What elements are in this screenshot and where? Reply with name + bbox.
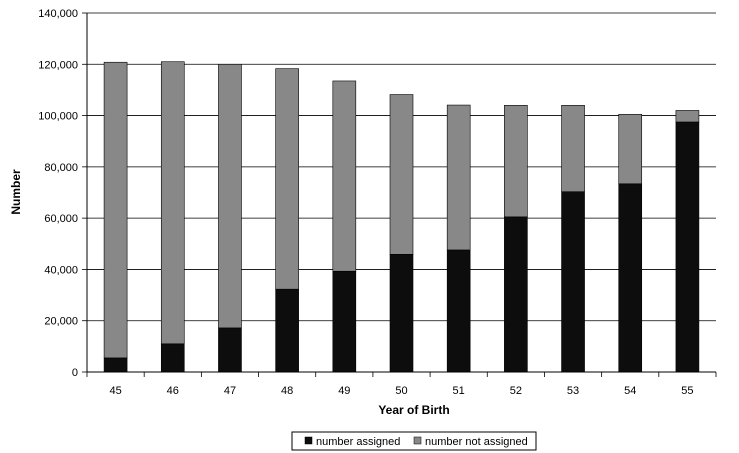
bar-number-not-assigned — [275, 68, 299, 290]
bar-number-not-assigned — [160, 61, 185, 345]
legend-swatch-number-assigned — [304, 436, 313, 445]
bar-number-not-assigned — [332, 80, 357, 272]
legend: number assigned number not assigned — [291, 431, 537, 451]
y-tick-label: 60,000 — [44, 213, 78, 225]
y-tick-label: 20,000 — [44, 316, 78, 328]
x-tick-label: 51 — [453, 385, 465, 397]
y-tick-label: 120,000 — [38, 59, 78, 71]
x-tick-label: 55 — [681, 385, 693, 397]
bar-number-assigned — [160, 343, 185, 373]
x-tick-label: 47 — [224, 385, 236, 397]
bar-number-not-assigned — [618, 113, 643, 185]
bar-number-not-assigned — [218, 63, 242, 329]
x-tick-label: 52 — [510, 385, 522, 397]
bar-number-assigned — [446, 249, 471, 373]
x-tick-label: 49 — [338, 385, 350, 397]
legend-label-number-not-assigned: number not assigned — [425, 436, 528, 448]
bar-number-assigned — [675, 121, 700, 373]
bar-number-assigned — [389, 253, 414, 373]
x-tick-label: 48 — [281, 385, 293, 397]
axes — [82, 12, 717, 377]
x-tick-label: 46 — [167, 385, 179, 397]
bars — [103, 61, 700, 373]
bar-number-assigned — [275, 288, 299, 373]
x-tick-label: 53 — [567, 385, 579, 397]
x-tick-label: 45 — [109, 385, 121, 397]
legend-label-number-assigned: number assigned — [316, 436, 400, 448]
y-tick-label: 0 — [72, 367, 78, 379]
bar-number-assigned — [332, 270, 357, 373]
y-tick-label: 140,000 — [38, 8, 78, 20]
bar-number-assigned — [218, 327, 242, 373]
y-tick-label: 40,000 — [44, 264, 78, 276]
x-tick-label: 54 — [624, 385, 636, 397]
bar-number-not-assigned — [446, 104, 471, 251]
x-axis-title: Year of Birth — [378, 403, 449, 417]
y-tick-label: 80,000 — [44, 162, 78, 174]
bar-number-not-assigned — [103, 61, 128, 359]
bar-number-assigned — [618, 183, 643, 373]
bar-number-assigned — [561, 191, 585, 373]
x-tick-labels: 45 46 47 48 49 50 51 52 53 54 55 — [109, 385, 693, 397]
bar-number-not-assigned — [561, 105, 585, 193]
bar-number-not-assigned — [504, 105, 528, 218]
bar-number-not-assigned — [675, 110, 700, 123]
legend-swatch-number-not-assigned — [413, 436, 422, 445]
y-axis-title: Number — [9, 169, 23, 215]
bar-number-assigned — [504, 216, 528, 373]
y-tick-labels: 0 20,000 40,000 60,000 80,000 100,000 120,000 1… — [38, 8, 78, 379]
y-tick-label: 100,000 — [38, 111, 78, 123]
bar-number-assigned — [103, 357, 128, 373]
bar-number-not-assigned — [389, 94, 414, 255]
x-tick-label: 50 — [395, 385, 407, 397]
